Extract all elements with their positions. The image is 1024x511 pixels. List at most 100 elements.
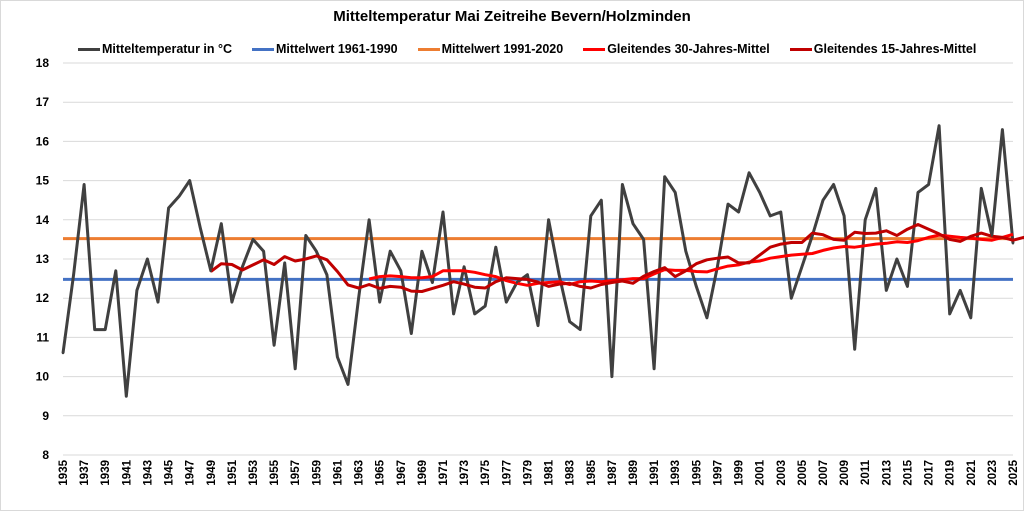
- data-point: [642, 238, 645, 241]
- data-point: [199, 226, 202, 229]
- legend-item-mean-1961-1990: Mittelwert 1961-1990: [252, 42, 398, 56]
- data-point: [410, 332, 413, 335]
- data-point: [705, 316, 709, 319]
- x-tick-label: 1959: [311, 460, 323, 486]
- data-point: [431, 281, 434, 284]
- series-line-temperature: [61, 124, 1015, 398]
- data-point: [135, 289, 139, 292]
- x-tick-label: 1987: [607, 460, 619, 486]
- x-tick-label: 2025: [1008, 459, 1020, 485]
- y-tick-label: 11: [36, 330, 49, 344]
- y-tick-label: 14: [36, 213, 50, 227]
- x-tick-label: 1949: [206, 460, 218, 486]
- data-point: [346, 383, 350, 386]
- x-tick-label: 1991: [649, 459, 661, 485]
- data-point: [304, 234, 307, 237]
- data-point: [589, 214, 592, 218]
- gridlines: [63, 62, 1013, 456]
- x-tick-label: 1999: [734, 460, 746, 486]
- data-point: [726, 202, 730, 206]
- x-tick-label: 1953: [248, 460, 260, 486]
- data-point: [959, 289, 962, 292]
- x-tick-label: 1995: [691, 459, 703, 485]
- data-point: [484, 304, 487, 308]
- data-point: [779, 210, 782, 214]
- x-tick-label: 1979: [522, 460, 534, 486]
- data-point: [230, 300, 234, 304]
- data-point: [251, 238, 255, 241]
- data-point: [906, 285, 909, 288]
- legend-label-moving-15: Gleitendes 15-Jahres-Mittel: [813, 42, 977, 56]
- data-point: [937, 124, 941, 127]
- x-tick-label: 1941: [121, 459, 133, 485]
- data-point: [916, 191, 920, 194]
- x-tick-label: 2001: [755, 459, 767, 485]
- y-tick-label: 13: [36, 252, 50, 266]
- x-tick-label: 1981: [544, 459, 556, 485]
- x-tick-label: 1983: [565, 460, 577, 486]
- x-tick-label: 2021: [966, 459, 978, 485]
- y-tick-label: 17: [36, 95, 50, 109]
- data-point: [93, 328, 96, 331]
- x-tick-label: 2013: [881, 460, 893, 486]
- data-point: [209, 269, 212, 272]
- data-point: [505, 300, 508, 304]
- data-point: [969, 316, 972, 319]
- data-point: [367, 218, 371, 221]
- data-point: [188, 179, 191, 182]
- data-point: [241, 265, 244, 269]
- data-point: [441, 210, 445, 214]
- data-point: [652, 367, 656, 370]
- data-point: [220, 222, 223, 225]
- data-point: [399, 269, 402, 272]
- y-tick-label: 18: [36, 56, 50, 70]
- data-point: [146, 257, 149, 261]
- data-point: [294, 367, 297, 370]
- data-point: [389, 249, 392, 253]
- legend-swatch-moving-15: [789, 47, 812, 51]
- x-tick-label: 1993: [670, 460, 682, 486]
- data-point: [526, 273, 529, 276]
- series-lines: [61, 124, 1024, 398]
- legend-swatch-mean-1991-2020: [417, 47, 440, 51]
- x-tick-label: 2009: [839, 460, 851, 486]
- data-point: [536, 324, 540, 327]
- data-point: [272, 344, 276, 347]
- y-tick-label: 12: [36, 291, 50, 305]
- x-tick-label: 1955: [269, 459, 281, 485]
- legend-swatch-mean-1961-1990: [252, 47, 275, 51]
- x-tick-label: 1971: [438, 459, 450, 485]
- y-tick-label: 8: [42, 448, 49, 462]
- data-point: [716, 265, 719, 269]
- data-point: [758, 191, 761, 194]
- data-point: [832, 183, 835, 186]
- data-point: [579, 328, 582, 331]
- x-tick-label: 1943: [142, 460, 154, 486]
- x-tick-label: 1977: [501, 460, 513, 486]
- data-point: [336, 355, 339, 359]
- data-point: [1001, 128, 1004, 131]
- data-point: [156, 300, 160, 304]
- data-point: [315, 249, 318, 253]
- y-tick-label: 9: [42, 409, 49, 423]
- legend-item-moving-30: Gleitendes 30-Jahres-Mittel: [583, 42, 770, 56]
- data-point: [663, 175, 666, 178]
- data-point: [874, 187, 877, 190]
- data-point: [420, 249, 424, 253]
- data-point: [821, 199, 825, 202]
- data-point: [895, 257, 899, 261]
- x-tick-label: 2003: [776, 460, 788, 486]
- data-point: [621, 183, 624, 186]
- data-point: [283, 261, 286, 265]
- x-tick-label: 2017: [924, 460, 936, 486]
- data-point: [948, 312, 951, 316]
- data-point: [853, 347, 856, 351]
- data-point: [104, 328, 107, 331]
- data-point: [114, 269, 117, 272]
- data-point: [674, 191, 677, 194]
- legend-item-moving-15: Gleitendes 15-Jahres-Mittel: [789, 42, 977, 56]
- y-axis-ticks: 8 9 10 11 12 13 14 15 16 17 18: [36, 56, 50, 462]
- data-point: [747, 171, 751, 174]
